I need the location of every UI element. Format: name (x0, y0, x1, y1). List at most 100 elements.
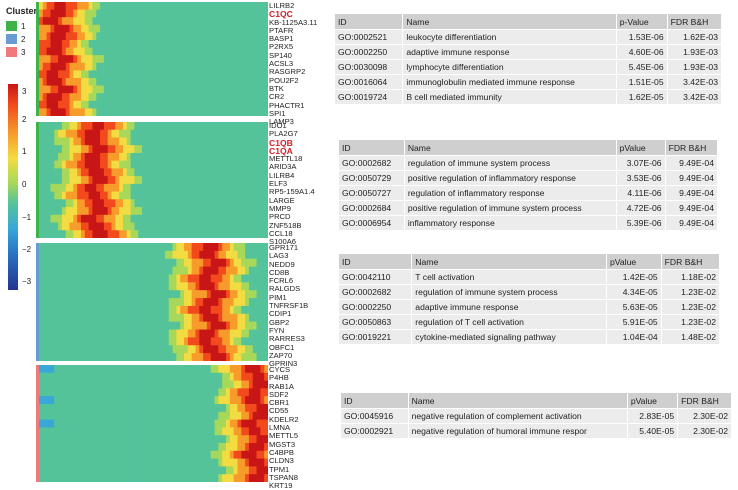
heatmap-cell (69, 78, 74, 87)
heatmap-cell (172, 388, 177, 397)
heatmap-cell (191, 199, 197, 208)
heatmap-cell (161, 108, 166, 116)
heatmap-cell (248, 411, 254, 421)
heatmap-cell (80, 78, 86, 87)
table-cell: 4.72E-06 (615, 200, 666, 216)
heatmap-cell (168, 168, 174, 177)
heatmap-cell (260, 214, 265, 224)
heatmap-cell (77, 40, 82, 49)
heatmap-cell (210, 243, 216, 252)
heatmap-cell (195, 243, 200, 252)
heatmap-cell (115, 24, 120, 33)
heatmap-cell (46, 152, 52, 162)
heatmap-cell (100, 17, 105, 26)
heatmap-cell (184, 305, 189, 315)
heatmap-cell (264, 137, 268, 146)
heatmap-cell (96, 274, 101, 283)
heatmap-cell (164, 380, 170, 389)
heatmap-cell (172, 411, 177, 421)
heatmap-cell (180, 214, 185, 224)
heatmap-cell (100, 214, 105, 224)
heatmap-cell (134, 450, 139, 460)
heatmap-cell (111, 78, 116, 87)
heatmap-cell (61, 152, 67, 162)
heatmap-cell (73, 305, 78, 315)
heatmap-cell (233, 108, 239, 116)
heatmap-cell (264, 168, 268, 177)
heatmap-cell (46, 85, 52, 94)
heatmap-cell (184, 450, 189, 460)
heatmap-cell (195, 222, 200, 231)
heatmap-cell (210, 47, 216, 56)
heatmap-cell (92, 411, 97, 421)
heatmap-cell (222, 191, 227, 200)
heatmap-cell (252, 396, 258, 405)
heatmap-cell (142, 191, 147, 200)
heatmap-cell (218, 199, 223, 208)
heatmap-cell (50, 47, 55, 56)
heatmap-cell (176, 290, 181, 299)
go-table-3: ID Name pValue FDR B&H GO:0042110 T cell acti… (337, 253, 721, 345)
heatmap-cell (168, 24, 174, 33)
heatmap-cell (149, 176, 155, 185)
heatmap-cell (39, 274, 44, 283)
heatmap-cell (50, 108, 55, 116)
heatmap-cell (39, 321, 44, 331)
heatmap-cell (233, 388, 239, 397)
heatmap-cell (58, 93, 63, 102)
heatmap-cell (164, 290, 170, 299)
heatmap-cell (142, 388, 147, 397)
heatmap-cell (149, 250, 155, 260)
heatmap-cell (77, 32, 82, 41)
heatmap-cell (176, 93, 181, 102)
heatmap-cell (96, 47, 101, 56)
gene-label: GPR171 (269, 243, 299, 252)
heatmap-cell (206, 419, 212, 428)
table-row: GO:0042110 T cell activation 1.42E-05 1.18E… (337, 269, 721, 285)
table-cell: 2.30E-02 (677, 423, 732, 439)
heatmap-cell (61, 266, 67, 276)
heatmap-cell (164, 137, 170, 146)
heatmap-cell (39, 345, 44, 354)
heatmap-cell (176, 474, 181, 482)
heatmap-cell (226, 458, 231, 467)
heatmap-cell (50, 458, 55, 467)
heatmap-cell (142, 160, 147, 169)
heatmap-cell (96, 160, 101, 169)
heatmap-cell (248, 458, 254, 467)
heatmap-cell (119, 365, 124, 374)
heatmap-cell (168, 2, 174, 11)
gene-label: PHACTR1 (269, 100, 305, 110)
heatmap-cell (176, 250, 181, 260)
heatmap-cell (176, 427, 181, 436)
heatmap-cell (46, 145, 52, 154)
heatmap-cell (134, 160, 139, 169)
heatmap-cell (264, 62, 268, 71)
heatmap-cell (191, 222, 197, 231)
heatmap-cell (50, 183, 55, 193)
heatmap-cell (168, 353, 174, 361)
heatmap-cell (233, 365, 239, 374)
heatmap-cell (210, 290, 216, 299)
heatmap-cell (88, 305, 94, 315)
heatmap-cell (39, 62, 44, 71)
heatmap-cell (145, 458, 151, 467)
heatmap-cell (80, 152, 86, 162)
heatmap-cell (111, 183, 116, 193)
heatmap-cell (168, 411, 174, 421)
heatmap-cell (264, 129, 268, 139)
heatmap-cell (96, 353, 101, 361)
heatmap-cell (50, 474, 55, 482)
heatmap-cell (46, 365, 52, 374)
heatmap-cell (256, 191, 261, 200)
heatmap-cell (161, 258, 166, 268)
heatmap-cell (241, 9, 246, 18)
heatmap-cell (111, 329, 116, 338)
heatmap-cell (264, 122, 268, 131)
table-cell: GO:0002521 (333, 29, 404, 45)
heatmap-cell (149, 160, 155, 169)
heatmap-cell (214, 404, 219, 413)
heatmap-cell (206, 266, 212, 276)
heatmap-cell (184, 168, 189, 177)
heatmap-cell (206, 183, 212, 193)
